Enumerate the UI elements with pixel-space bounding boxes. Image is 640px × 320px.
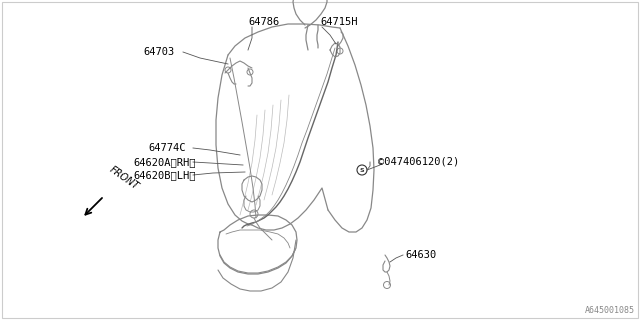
Text: 64715H: 64715H	[320, 17, 358, 27]
Text: S: S	[360, 167, 364, 172]
Text: ©047406120(2): ©047406120(2)	[378, 157, 460, 167]
Text: 64786: 64786	[248, 17, 279, 27]
Text: 64774C: 64774C	[148, 143, 186, 153]
Text: A645001085: A645001085	[585, 306, 635, 315]
Text: 64620A〈RH〉: 64620A〈RH〉	[133, 157, 195, 167]
Text: 64630: 64630	[405, 250, 436, 260]
Text: 64620B〈LH〉: 64620B〈LH〉	[133, 170, 195, 180]
Text: FRONT: FRONT	[108, 165, 141, 192]
Text: 64703: 64703	[143, 47, 174, 57]
